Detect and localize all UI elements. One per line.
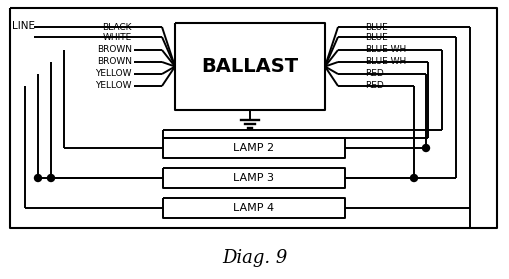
Circle shape <box>421 145 429 151</box>
Text: RED: RED <box>364 69 383 78</box>
Text: BLUE-WH: BLUE-WH <box>364 57 406 66</box>
Text: BLUE: BLUE <box>364 32 387 42</box>
Circle shape <box>35 174 41 182</box>
Text: BROWN: BROWN <box>97 45 132 54</box>
Text: LAMP 4: LAMP 4 <box>233 203 274 213</box>
Text: RED: RED <box>364 81 383 90</box>
Text: BROWN: BROWN <box>97 57 132 66</box>
Circle shape <box>47 174 54 182</box>
Text: BALLAST: BALLAST <box>201 57 298 76</box>
Text: BLUE-WH: BLUE-WH <box>364 45 406 54</box>
Text: Diag. 9: Diag. 9 <box>222 249 287 267</box>
Text: WHITE: WHITE <box>102 32 132 42</box>
Text: BLACK: BLACK <box>102 23 132 32</box>
Circle shape <box>410 174 417 182</box>
Text: LINE: LINE <box>12 21 35 31</box>
Text: YELLOW: YELLOW <box>95 81 132 90</box>
Text: YELLOW: YELLOW <box>95 69 132 78</box>
Text: LAMP 3: LAMP 3 <box>233 173 274 183</box>
Text: LAMP 2: LAMP 2 <box>233 143 274 153</box>
Text: BLUE: BLUE <box>364 23 387 32</box>
